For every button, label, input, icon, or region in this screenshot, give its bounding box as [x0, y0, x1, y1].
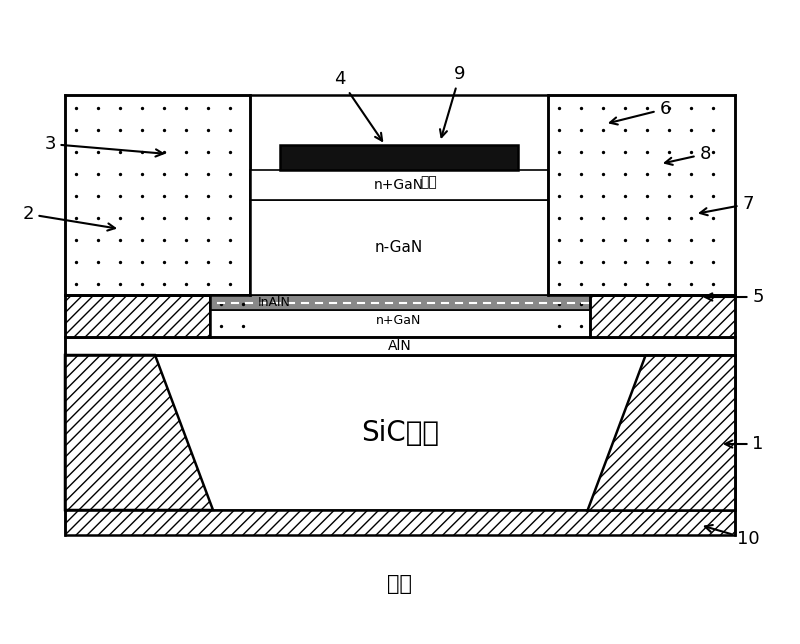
Bar [250, 200, 548, 295]
Bar [548, 295, 590, 337]
Bar [65, 95, 250, 295]
Text: 阳极: 阳极 [421, 175, 438, 189]
Text: n+GaN: n+GaN [374, 178, 424, 192]
Polygon shape [587, 355, 735, 510]
Text: 3: 3 [44, 135, 163, 156]
Text: 10: 10 [705, 525, 759, 548]
Bar [65, 510, 735, 535]
Bar [210, 295, 250, 337]
Text: SiC衬底: SiC衬底 [361, 419, 439, 446]
Text: 1: 1 [725, 435, 764, 453]
Polygon shape [65, 355, 213, 510]
Text: 2: 2 [22, 205, 115, 231]
Text: n-GaN: n-GaN [375, 240, 423, 255]
Text: 9: 9 [440, 65, 466, 137]
Text: 4: 4 [334, 70, 382, 141]
Text: 7: 7 [700, 195, 754, 215]
Text: 8: 8 [665, 145, 710, 165]
Bar [210, 295, 590, 310]
Bar [65, 337, 735, 355]
Text: 5: 5 [705, 288, 764, 306]
Bar [590, 295, 735, 337]
Bar [250, 170, 548, 200]
Bar [210, 310, 590, 337]
Text: 阳极: 阳极 [387, 574, 413, 594]
Bar [65, 295, 210, 337]
Bar [65, 355, 735, 510]
Bar [280, 145, 518, 170]
Text: AlN: AlN [388, 339, 412, 353]
Text: InAlN: InAlN [258, 296, 291, 309]
Bar [548, 95, 735, 295]
Text: 6: 6 [610, 100, 670, 124]
Text: n+GaN: n+GaN [376, 314, 422, 327]
